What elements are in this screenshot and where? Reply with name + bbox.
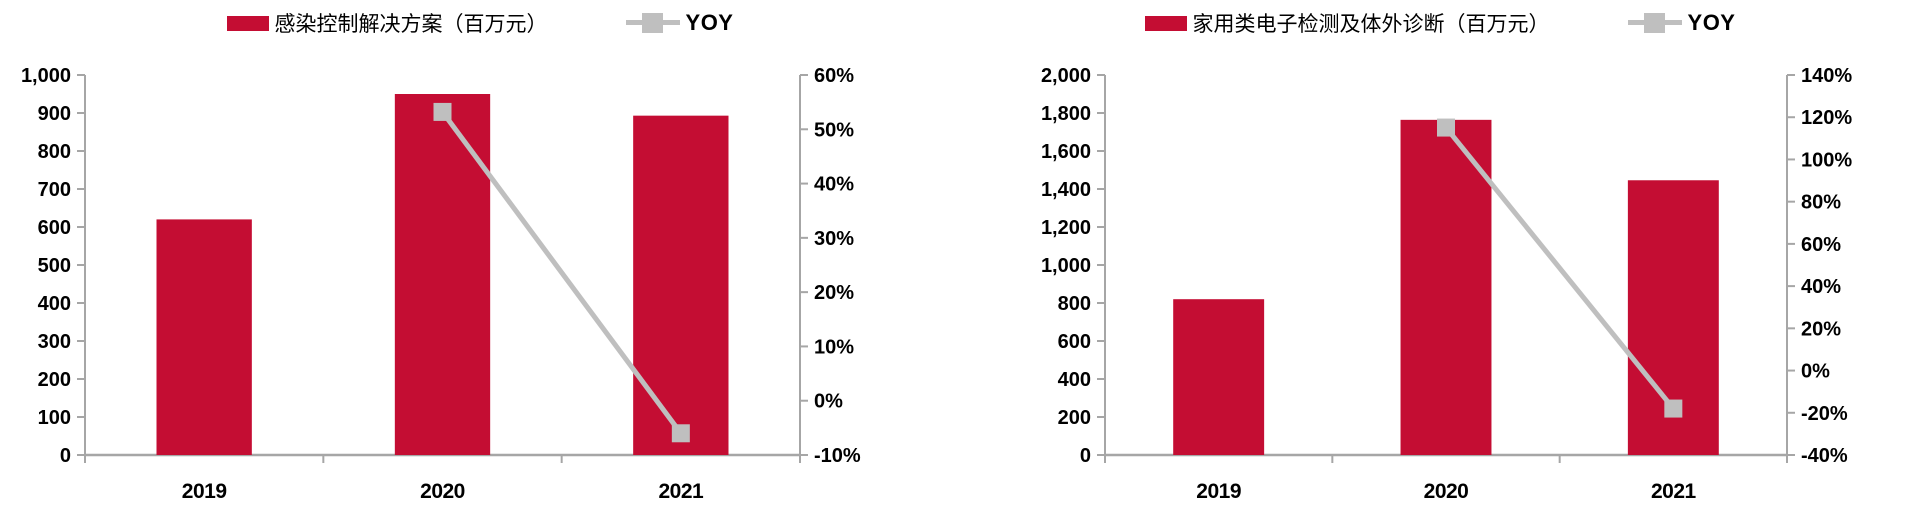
left-axis-tick-label: 200 — [1058, 407, 1091, 429]
left-axis-tick-label: 2,000 — [1041, 65, 1091, 87]
plot-area: 0 200 400 600 800 1,000 1,200 1,400 1,600 1,800 2,… — [1041, 65, 1852, 503]
legend: 家用类电子检测及体外诊断（百万元） YOY — [960, 8, 1920, 38]
right-axis-tick-label: 60% — [814, 65, 854, 87]
right-axis-tick-label: 40% — [1801, 276, 1841, 298]
yoy-series-label: YOY — [1687, 10, 1736, 35]
yoy-marker-glyph — [641, 13, 663, 33]
bar-2020 — [1400, 119, 1492, 455]
yoy-line-marker-icon — [1627, 13, 1682, 33]
bar-2019 — [1173, 299, 1265, 455]
right-axis-tick-label: 100% — [1801, 149, 1852, 171]
left-axis-tick-label: 600 — [1058, 331, 1091, 353]
left-axis-tick-label: 300 — [38, 331, 71, 353]
x-axis-category-label: 2021 — [658, 480, 704, 503]
left-axis-tick-label: 700 — [38, 179, 71, 201]
left-axis-tick-label: 900 — [38, 103, 71, 125]
legend-item-bar-series: 家用类电子检测及体外诊断（百万元） — [1144, 8, 1550, 38]
chart-home-electronic-testing-ivd: 家用类电子检测及体外诊断（百万元） YOY 0 200 400 600 800 1,000… — [960, 0, 1920, 517]
left-axis-tick-label: 0 — [1080, 445, 1091, 467]
legend: 感染控制解决方案（百万元） YOY — [0, 8, 960, 38]
left-axis-tick-label: 1,600 — [1041, 141, 1091, 163]
bar-series-swatch-icon — [1144, 15, 1187, 31]
left-axis-tick-label: 1,800 — [1041, 103, 1091, 125]
x-axis-category-label: 2019 — [182, 480, 227, 503]
left-axis-tick-label: 400 — [38, 293, 71, 315]
x-axis-category-label: 2020 — [420, 480, 465, 503]
yoy-marker-2021 — [1664, 399, 1683, 418]
bar-2019 — [156, 219, 252, 455]
right-axis-tick-label: 10% — [814, 336, 854, 358]
right-axis-tick-label: -20% — [1801, 403, 1848, 425]
left-axis-tick-label: 600 — [38, 217, 71, 239]
yoy-line — [1444, 125, 1676, 411]
left-axis-tick-label: 100 — [38, 407, 71, 429]
left-axis-tick-label: 400 — [1058, 369, 1091, 391]
right-axis-tick-label: 140% — [1801, 65, 1852, 87]
left-axis-tick-label: 1,400 — [1041, 179, 1091, 201]
bar-2020 — [394, 94, 491, 455]
right-axis-tick-label: 30% — [814, 228, 854, 250]
right-axis-tick-label: 60% — [1801, 234, 1841, 256]
legend-item-yoy: YOY — [625, 10, 734, 36]
right-axis-tick-label: 50% — [814, 119, 854, 141]
x-axis-category-label: 2020 — [1424, 480, 1469, 503]
yoy-marker-2020 — [433, 102, 452, 121]
right-axis-tick-label: 80% — [1801, 192, 1841, 214]
yoy-line-marker-icon — [625, 13, 680, 33]
right-axis-tick-label: 0% — [814, 391, 843, 413]
left-axis-tick-label: 500 — [38, 255, 71, 277]
right-axis-tick-label: 0% — [1801, 361, 1830, 383]
right-axis-tick-label: 120% — [1801, 107, 1852, 129]
yoy-series-label: YOY — [685, 10, 734, 35]
x-axis-category-label: 2019 — [1196, 480, 1241, 503]
left-axis-tick-label: 800 — [38, 141, 71, 163]
bar-series-label: 家用类电子检测及体外诊断（百万元） — [1192, 13, 1550, 36]
legend-item-yoy: YOY — [1627, 10, 1736, 36]
right-axis-tick-label: -40% — [1801, 445, 1848, 467]
yoy-marker-2021 — [671, 424, 690, 443]
right-axis-tick-label: 20% — [1801, 318, 1841, 340]
right-axis-tick-label: -10% — [814, 445, 861, 467]
right-axis-tick-label: 20% — [814, 282, 854, 304]
bar-series-label: 感染控制解决方案（百万元） — [274, 13, 548, 36]
yoy-marker-glyph — [1643, 13, 1665, 33]
yoy-marker-2020 — [1437, 118, 1455, 137]
plot-area: 0 100 200 300 400 500 600 700 800 900 1,000 -10% 0% 1… — [21, 65, 861, 503]
left-axis-tick-label: 1,000 — [1041, 255, 1091, 277]
left-axis-tick-label: 200 — [38, 369, 71, 391]
left-axis-tick-label: 1,200 — [1041, 217, 1091, 239]
bar-2021 — [633, 115, 729, 455]
left-axis-tick-label: 1,000 — [21, 65, 71, 87]
legend-item-bar-series: 感染控制解决方案（百万元） — [226, 8, 548, 38]
yoy-line — [440, 110, 683, 435]
left-axis-tick-label: 800 — [1058, 293, 1091, 315]
left-axis-tick-label: 0 — [60, 445, 71, 467]
bar-series-swatch-icon — [226, 15, 269, 31]
x-axis-category-label: 2021 — [1651, 480, 1697, 503]
chart-infection-control-solutions: 感染控制解决方案（百万元） YOY 0 100 200 300 400 500 600 700… — [0, 8, 960, 503]
right-axis-tick-label: 40% — [814, 174, 854, 196]
